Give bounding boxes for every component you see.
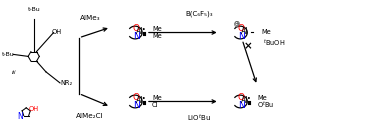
Text: O: O: [133, 24, 139, 33]
Text: LiO$^t$Bu: LiO$^t$Bu: [187, 112, 211, 123]
Text: Me: Me: [152, 95, 162, 101]
Text: ×: ×: [244, 41, 253, 51]
Text: O: O: [133, 93, 139, 102]
Text: Al: Al: [241, 27, 248, 36]
Text: AlMe₃: AlMe₃: [80, 15, 100, 21]
Text: O: O: [238, 93, 245, 102]
Text: $^t$BuOH: $^t$BuOH: [263, 37, 285, 48]
Text: Me: Me: [261, 29, 271, 35]
Text: OH: OH: [51, 29, 62, 35]
Text: N: N: [238, 32, 245, 41]
Text: NR₂: NR₂: [60, 80, 73, 86]
Text: t-Bu: t-Bu: [27, 8, 40, 12]
Text: N: N: [238, 101, 245, 110]
Text: N: N: [133, 32, 139, 41]
Text: Al: Al: [135, 27, 143, 36]
Text: Al: Al: [241, 96, 248, 105]
Text: O$^t$Bu: O$^t$Bu: [257, 99, 274, 110]
Text: Me: Me: [152, 33, 162, 39]
Text: Me: Me: [257, 95, 267, 101]
Text: N: N: [17, 112, 23, 121]
Text: O: O: [238, 24, 245, 33]
Text: ⊕: ⊕: [234, 19, 240, 28]
Text: N: N: [133, 101, 139, 110]
Text: OH: OH: [29, 107, 39, 112]
Text: Me: Me: [152, 26, 162, 32]
Text: iii: iii: [12, 70, 16, 75]
Text: B(C₆F₅)₃: B(C₆F₅)₃: [185, 11, 213, 17]
Text: t-Bu: t-Bu: [2, 52, 15, 57]
Text: Cl: Cl: [152, 102, 158, 108]
Text: Al: Al: [135, 96, 143, 105]
Text: AlMe₂Cl: AlMe₂Cl: [76, 113, 104, 119]
